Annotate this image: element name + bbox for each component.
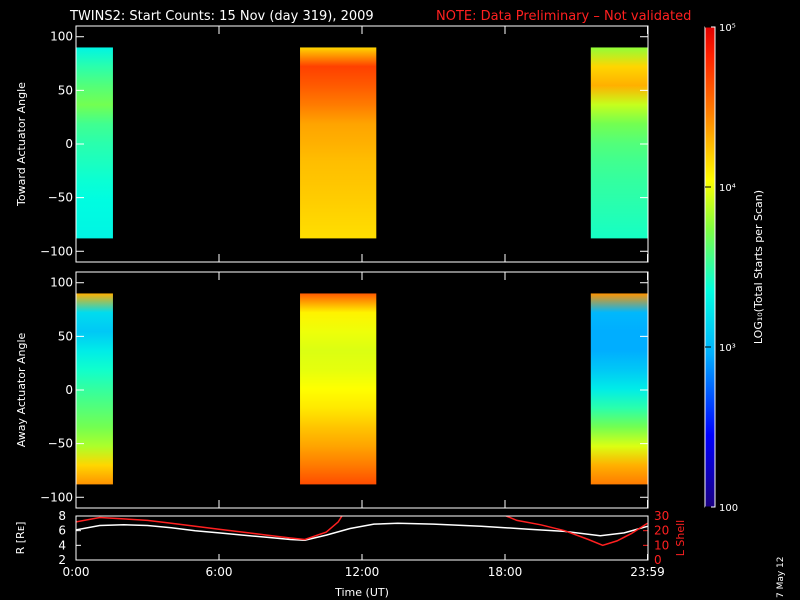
chart-title: TWINS2: Start Counts: 15 Nov (day 319), … bbox=[69, 9, 374, 24]
radius-tick-label: 6 bbox=[58, 524, 66, 538]
heatmap-block bbox=[300, 47, 377, 239]
time-tick-label: 23:59 bbox=[630, 565, 665, 579]
time-tick-label: 0:00 bbox=[63, 565, 90, 579]
lshell-tick-label: 30 bbox=[654, 509, 669, 523]
date-stamp: 7 May 12 bbox=[776, 556, 786, 598]
toward-y-axis-label: Toward Actuator Angle bbox=[15, 82, 28, 207]
heatmap-block bbox=[76, 293, 113, 485]
lshell-line bbox=[504, 516, 648, 547]
away-y-axis-label: Away Actuator Angle bbox=[15, 332, 28, 447]
toward-angle-panel: 100 50 0 −50 −100 bbox=[40, 26, 649, 262]
y-tick-label: −100 bbox=[40, 244, 73, 258]
y-tick-label: 100 bbox=[50, 30, 73, 44]
y-tick-label: −50 bbox=[48, 191, 73, 205]
time-tick-label: 6:00 bbox=[206, 565, 233, 579]
y-tick-label: 50 bbox=[58, 329, 73, 343]
colorbar-tick-label: 10³ bbox=[719, 343, 736, 354]
y-tick-label: −100 bbox=[40, 490, 73, 504]
lshell-line bbox=[76, 516, 343, 541]
heatmap-interval bbox=[590, 293, 648, 485]
heatmap-interval bbox=[300, 47, 377, 239]
heatmap-block bbox=[300, 293, 377, 485]
radius-line bbox=[76, 522, 648, 541]
heatmap-interval bbox=[300, 293, 377, 485]
away-panel-frame bbox=[75, 271, 649, 509]
heatmap-block bbox=[590, 47, 648, 239]
colorbar-ticks: 10⁵ 10⁴ 10³ 100 bbox=[705, 23, 738, 514]
heatmap-interval bbox=[76, 293, 113, 485]
heatmap-interval bbox=[590, 47, 648, 239]
colorbar bbox=[705, 27, 715, 507]
preliminary-note: NOTE: Data Preliminary – Not validated bbox=[436, 9, 691, 24]
y-tick-label: 0 bbox=[65, 137, 73, 151]
y-tick-label: 100 bbox=[50, 276, 73, 290]
colorbar-label: LOG₁₀(Total Starts per Scan) bbox=[752, 190, 765, 344]
radius-axis-label: R [Rᴇ] bbox=[14, 522, 27, 555]
radius-tick-label: 8 bbox=[58, 509, 66, 523]
away-angle-panel: 100 50 0 −50 −100 bbox=[40, 272, 649, 508]
time-tick-label: 18:00 bbox=[488, 565, 523, 579]
colorbar-tick-label: 10⁴ bbox=[719, 183, 736, 194]
y-tick-label: −50 bbox=[48, 437, 73, 451]
lshell-tick-label: 10 bbox=[654, 538, 669, 552]
colorbar-tick-label: 10⁵ bbox=[719, 23, 736, 34]
toward-panel-frame bbox=[75, 25, 649, 263]
time-tick-label: 12:00 bbox=[345, 565, 380, 579]
radius-tick-label: 2 bbox=[58, 553, 66, 567]
colorbar-tick-label: 100 bbox=[719, 503, 738, 514]
heatmap-interval bbox=[76, 47, 113, 239]
heatmap-block bbox=[590, 293, 648, 485]
lshell-axis-label: L Shell bbox=[674, 520, 687, 556]
heatmap-block bbox=[76, 47, 113, 239]
lshell-tick-label: 0 bbox=[654, 553, 662, 567]
radius-tick-label: 4 bbox=[58, 538, 66, 552]
y-tick-label: 0 bbox=[65, 383, 73, 397]
y-tick-label: 50 bbox=[58, 83, 73, 97]
ephemeris-panel-frame bbox=[75, 515, 649, 561]
time-axis-label: Time (UT) bbox=[334, 586, 389, 599]
lshell-tick-label: 20 bbox=[654, 524, 669, 538]
